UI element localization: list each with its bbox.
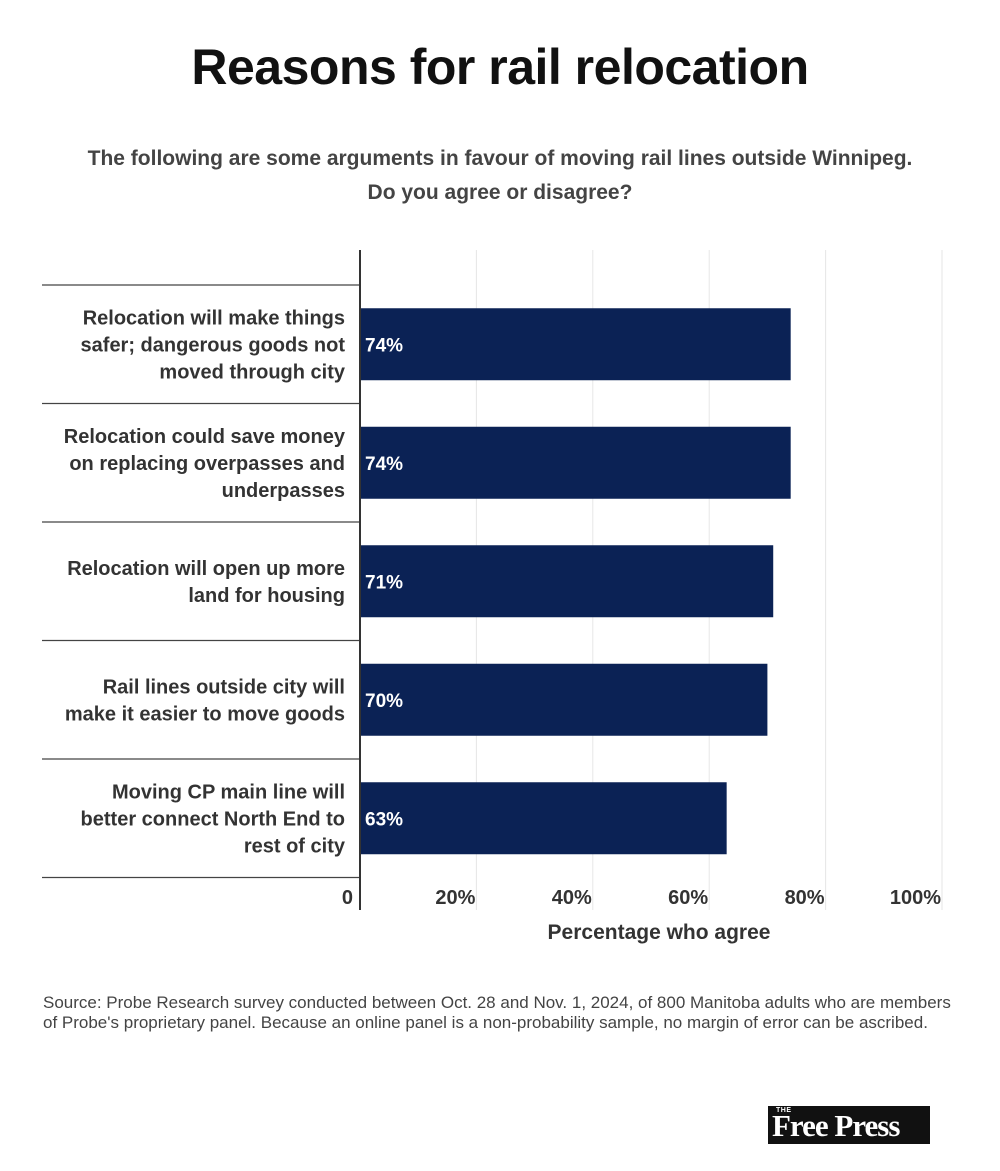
bar-value-label: 71% — [365, 572, 403, 593]
bar — [361, 308, 791, 381]
x-tick-label: 60% — [668, 887, 708, 909]
category-label: underpasses — [222, 480, 345, 502]
subtitle-line-1: The following are some arguments in favo… — [87, 147, 913, 170]
category-label: Relocation will make things — [83, 307, 345, 329]
bar — [361, 545, 774, 618]
x-axis-title: Percentage who agree — [548, 921, 771, 944]
bar — [361, 782, 727, 855]
x-tick-label: 100% — [890, 887, 941, 909]
category-label: Relocation could save money — [64, 426, 346, 448]
bar-value-label: 74% — [365, 335, 403, 356]
category-label: better connect North End to — [81, 808, 345, 830]
category-label: land for housing — [188, 585, 345, 607]
bar-value-label: 74% — [365, 454, 403, 475]
category-label: Rail lines outside city will — [103, 676, 345, 698]
bar — [361, 426, 791, 499]
free-press-logo: THE Free Press — [768, 1106, 930, 1144]
chart-title: Reasons for rail relocation — [191, 39, 809, 95]
source-note: Source: Probe Research survey conducted … — [43, 993, 951, 1032]
bar-chart: 74% Relocation will make things safer; dan… — [42, 250, 943, 944]
bar — [361, 663, 768, 736]
x-tick-label: 40% — [552, 887, 592, 909]
x-tick-label: 0 — [342, 887, 353, 909]
x-tick-label: 80% — [785, 887, 825, 909]
logo-small-text: THE — [776, 1107, 792, 1114]
category-label: make it easier to move goods — [65, 703, 345, 725]
category-label: safer; dangerous goods not — [81, 334, 346, 356]
category-label: rest of city — [244, 835, 346, 857]
category-label: Moving CP main line will — [112, 781, 345, 803]
bar-value-label: 63% — [365, 809, 403, 830]
category-label: on replacing overpasses and — [69, 453, 345, 475]
category-label: Relocation will open up more — [67, 558, 345, 580]
category-label: moved through city — [159, 361, 345, 383]
bar-value-label: 70% — [365, 691, 403, 712]
x-tick-label: 20% — [435, 887, 475, 909]
chart-subtitle: The following are some arguments in favo… — [40, 142, 960, 210]
subtitle-line-2: Do you agree or disagree? — [367, 181, 633, 204]
logo-main-text: Free Press — [772, 1108, 900, 1143]
